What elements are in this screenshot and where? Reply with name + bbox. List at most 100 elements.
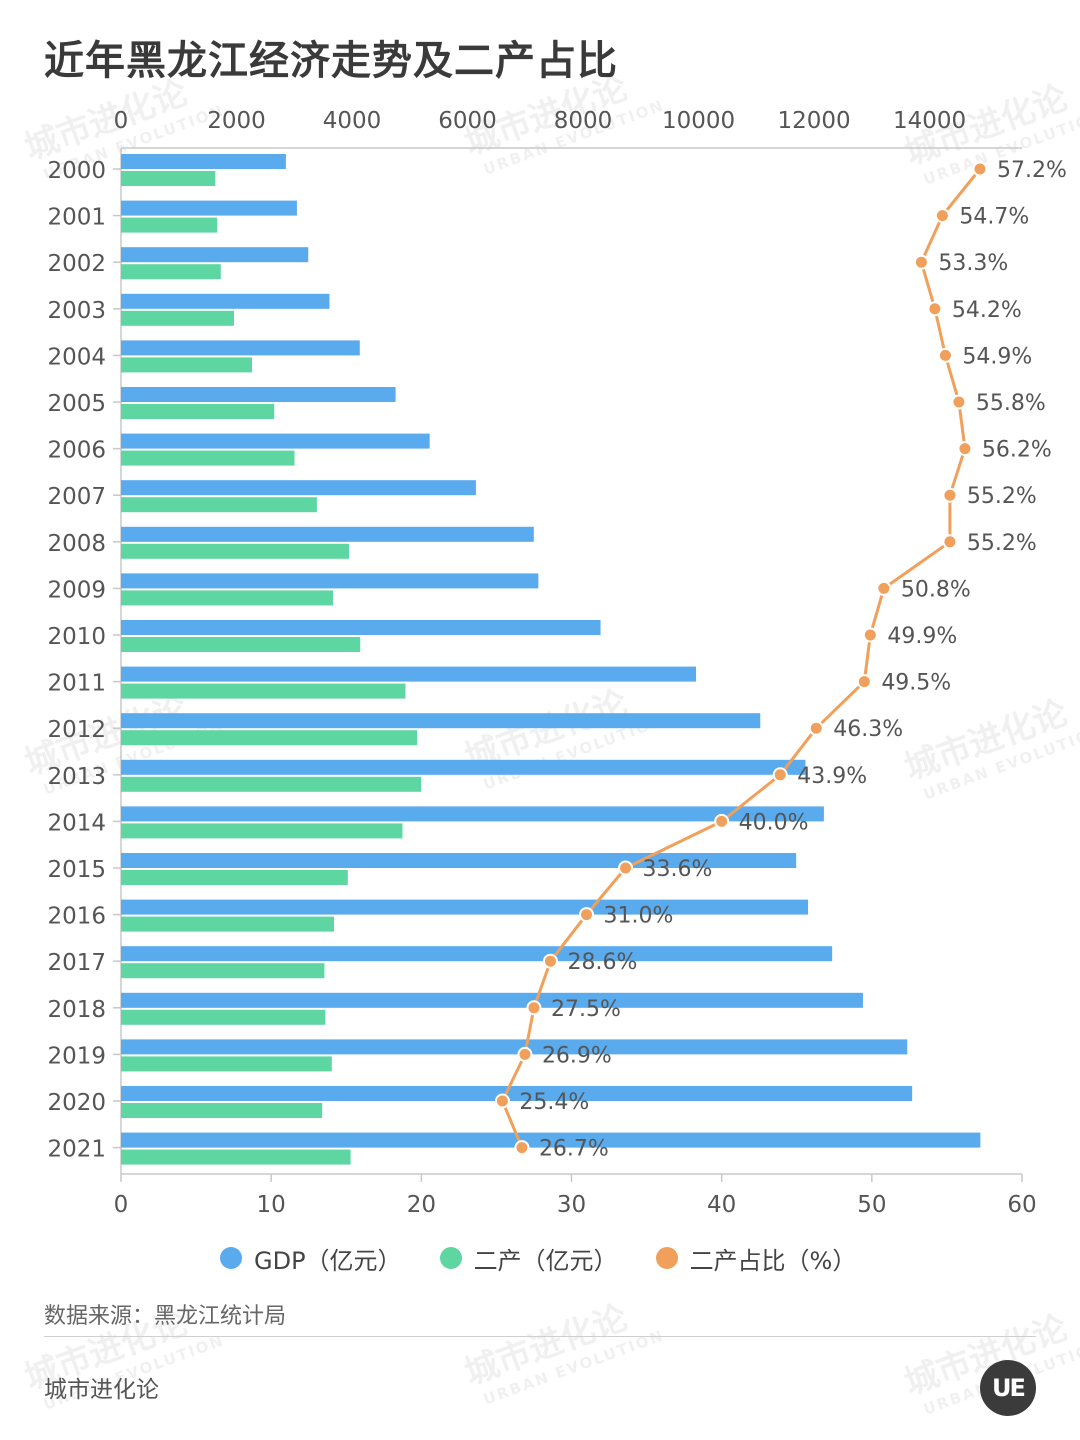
secondary-bar	[121, 310, 234, 326]
gdp-bar	[121, 1039, 908, 1055]
gdp-bar	[121, 573, 539, 589]
legend-item-secondary: 二产（亿元）	[439, 1241, 618, 1276]
source-note: 数据来源：黑龙江统计局	[44, 1304, 287, 1329]
secondary-bar	[121, 357, 253, 373]
gdp-bar	[121, 759, 806, 775]
ratio-point	[514, 1140, 530, 1156]
gdp-bar	[121, 620, 601, 635]
legend-item-ratio: 二产占比（%）	[655, 1241, 856, 1276]
secondary-bar	[121, 1009, 326, 1025]
secondary-bar	[121, 171, 216, 186]
ratio-point	[972, 161, 988, 177]
ratio-point	[517, 1046, 533, 1062]
ratio-label: 26.9%	[542, 1043, 612, 1068]
top-tick-label: 0	[114, 108, 129, 134]
gdp-bar	[121, 154, 286, 169]
ratio-point	[937, 347, 953, 363]
gdp-bar	[121, 480, 476, 496]
secondary-bar	[121, 683, 406, 699]
top-tick-label: 14000	[893, 108, 966, 134]
year-label: 2016	[47, 904, 106, 930]
secondary-bar	[121, 730, 418, 746]
ratio-label: 46.3%	[833, 717, 903, 742]
secondary-bar	[121, 590, 333, 606]
ratio-point	[618, 860, 634, 876]
top-tick-label: 4000	[323, 108, 382, 134]
secondary-bar	[121, 1149, 351, 1165]
year-label: 2003	[47, 298, 106, 324]
secondary-bar	[121, 916, 335, 932]
bottom-tick-label: 30	[557, 1192, 586, 1218]
ratio-label: 55.2%	[967, 531, 1037, 556]
ratio-label: 54.2%	[952, 298, 1022, 323]
secondary-bar	[121, 264, 221, 280]
chart-legend: GDP（亿元） 二产（亿元） 二产占比（%）	[220, 1238, 894, 1278]
year-label: 2010	[47, 624, 106, 650]
ratio-point	[876, 580, 892, 596]
year-label: 2021	[47, 1137, 106, 1163]
secondary-bar	[121, 404, 275, 419]
ratio-point	[927, 301, 943, 317]
gdp-bar	[121, 666, 697, 682]
top-tick-label: 6000	[438, 108, 497, 134]
ratio-label: 27.5%	[551, 997, 621, 1022]
gdp-bar	[121, 200, 297, 216]
ratio-label: 50.8%	[901, 577, 971, 602]
secondary-bar	[121, 1056, 332, 1072]
ratio-point	[808, 720, 824, 736]
ratio-label: 53.3%	[938, 251, 1008, 276]
ratio-label: 55.8%	[976, 391, 1046, 416]
secondary-bar	[121, 776, 422, 792]
ratio-label: 57.2%	[997, 158, 1067, 183]
gdp-bar	[121, 1132, 981, 1148]
year-label: 2012	[47, 717, 106, 743]
legend-label-gdp: GDP（亿元）	[254, 1246, 402, 1275]
year-label: 2007	[47, 484, 106, 510]
legend-dot-ratio	[655, 1247, 678, 1269]
secondary-bar	[121, 823, 403, 839]
bottom-tick-label: 60	[1007, 1192, 1036, 1218]
ratio-point	[951, 394, 967, 410]
gdp-bar	[121, 1086, 913, 1101]
chart-title: 近年黑龙江经济走势及二产占比	[44, 38, 618, 84]
ratio-point	[714, 813, 730, 829]
top-tick-label: 2000	[207, 108, 266, 134]
ratio-point	[862, 627, 878, 643]
secondary-bar	[121, 637, 361, 652]
gdp-bar	[121, 946, 833, 962]
ratio-label: 56.2%	[982, 438, 1052, 463]
gdp-bar	[121, 433, 430, 449]
ratio-point	[526, 1000, 542, 1016]
year-label: 2009	[47, 577, 106, 603]
year-label: 2017	[47, 950, 106, 976]
ratio-label: 28.6%	[567, 950, 637, 975]
secondary-bar	[121, 497, 317, 513]
ratio-label: 40.0%	[739, 810, 809, 835]
gdp-bar	[121, 293, 330, 309]
top-tick-label: 10000	[662, 108, 735, 134]
secondary-bar	[121, 543, 349, 559]
ratio-point	[542, 953, 558, 969]
brand-name: 城市进化论	[44, 1377, 159, 1403]
year-label: 2011	[47, 671, 106, 697]
ratio-point	[942, 534, 958, 550]
footer-divider	[44, 1336, 1036, 1337]
top-tick-label: 8000	[554, 108, 613, 134]
secondary-bar	[121, 870, 348, 885]
ratio-point	[942, 487, 958, 503]
year-label: 2002	[47, 251, 106, 277]
ratio-label: 54.9%	[962, 344, 1032, 369]
secondary-bar	[121, 217, 218, 233]
brand-logo-icon: UE	[980, 1360, 1036, 1416]
year-label: 2020	[47, 1090, 106, 1116]
legend-dot-secondary	[439, 1247, 462, 1269]
ratio-label: 49.5%	[881, 671, 951, 696]
ratio-label: 55.2%	[967, 484, 1037, 509]
gdp-bar	[121, 387, 396, 402]
year-label: 2014	[47, 810, 106, 836]
secondary-bar	[121, 450, 295, 466]
legend-dot-gdp	[220, 1247, 242, 1269]
ratio-point	[856, 674, 872, 690]
ratio-point	[913, 254, 929, 270]
year-label: 2004	[47, 344, 106, 370]
